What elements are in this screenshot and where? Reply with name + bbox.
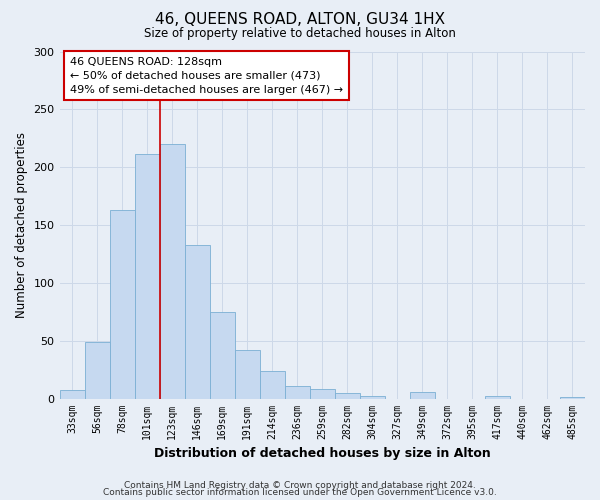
Bar: [160, 144, 185, 399]
Bar: [285, 386, 310, 398]
Bar: [59, 390, 85, 398]
Text: Contains HM Land Registry data © Crown copyright and database right 2024.: Contains HM Land Registry data © Crown c…: [124, 480, 476, 490]
Bar: [110, 210, 134, 398]
Bar: [134, 154, 160, 398]
Bar: [410, 392, 435, 398]
Bar: [360, 396, 385, 398]
Text: 46 QUEENS ROAD: 128sqm
← 50% of detached houses are smaller (473)
49% of semi-de: 46 QUEENS ROAD: 128sqm ← 50% of detached…: [70, 56, 343, 94]
X-axis label: Distribution of detached houses by size in Alton: Distribution of detached houses by size …: [154, 447, 491, 460]
Y-axis label: Number of detached properties: Number of detached properties: [15, 132, 28, 318]
Bar: [485, 396, 510, 398]
Bar: [235, 350, 260, 399]
Bar: [85, 342, 110, 398]
Bar: [209, 312, 235, 398]
Bar: [260, 371, 285, 398]
Text: Size of property relative to detached houses in Alton: Size of property relative to detached ho…: [144, 28, 456, 40]
Bar: [185, 244, 209, 398]
Text: 46, QUEENS ROAD, ALTON, GU34 1HX: 46, QUEENS ROAD, ALTON, GU34 1HX: [155, 12, 445, 28]
Bar: [335, 393, 360, 398]
Bar: [310, 390, 335, 398]
Text: Contains public sector information licensed under the Open Government Licence v3: Contains public sector information licen…: [103, 488, 497, 497]
